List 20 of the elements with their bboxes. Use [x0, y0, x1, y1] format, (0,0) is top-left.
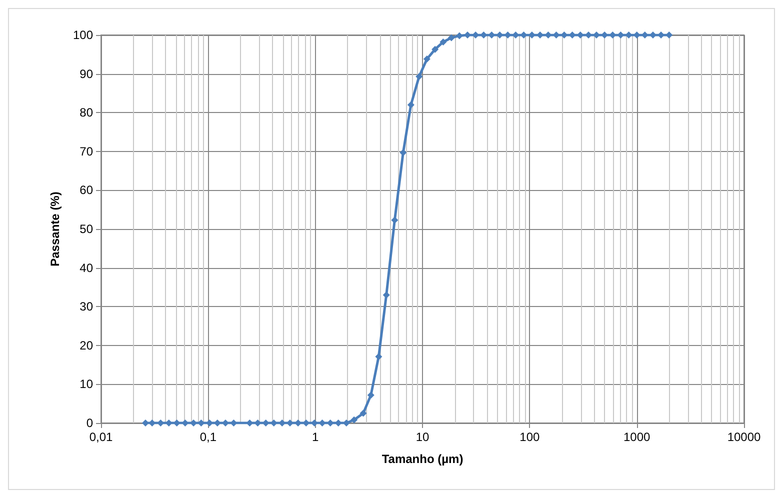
y-tick-label: 70 [80, 144, 94, 158]
y-tick-label: 20 [80, 338, 94, 352]
y-tick-label: 100 [72, 28, 94, 42]
y-tick-label: 30 [80, 300, 94, 314]
x-tick-label: 1 [312, 430, 319, 444]
x-tick-label: 0,1 [200, 430, 217, 444]
y-tick-label: 50 [80, 222, 94, 236]
x-tick-label: 1000 [623, 430, 651, 444]
x-tick-label: 10 [416, 430, 430, 444]
y-tick-label: 10 [80, 377, 94, 392]
y-tick-label: 90 [80, 66, 94, 81]
x-axis-title: Tamanho (µm) [382, 452, 464, 466]
y-tick-label: 60 [80, 183, 94, 198]
y-axis-title: Passante (%) [48, 192, 62, 266]
y-tick-label: 0 [86, 416, 94, 430]
y-tick-label: 80 [80, 106, 94, 120]
x-tick-label: 0,01 [89, 430, 113, 444]
x-tick-label: 10000 [727, 430, 762, 444]
x-tick-label: 100 [520, 430, 540, 444]
y-tick-label: 40 [80, 260, 94, 275]
